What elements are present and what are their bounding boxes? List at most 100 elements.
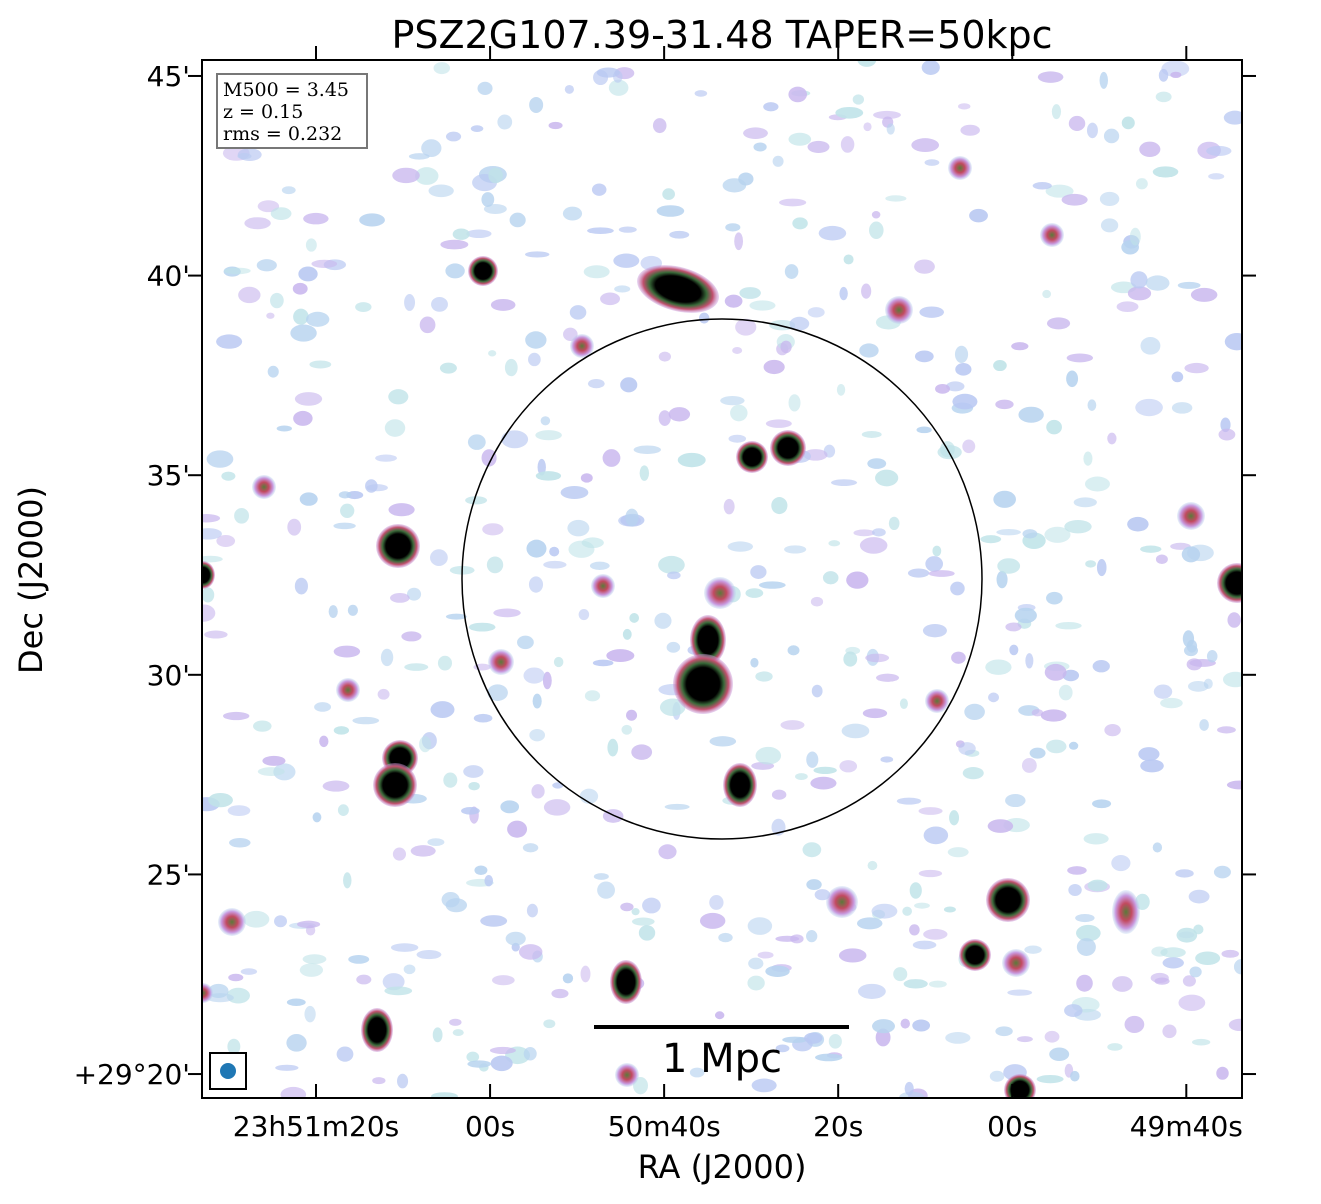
noise-patch <box>309 360 332 369</box>
noise-patch <box>500 800 520 814</box>
noise-patch <box>528 576 544 593</box>
noise-patch <box>592 659 614 667</box>
noise-patch <box>1075 913 1095 923</box>
source <box>202 983 213 1003</box>
noise-patch <box>909 924 920 936</box>
noise-patch <box>720 395 745 406</box>
noise-patch <box>493 608 521 618</box>
noise-patch <box>782 1036 808 1044</box>
noise-patch <box>835 106 864 119</box>
noise-patch <box>896 797 922 805</box>
noise-patch <box>312 812 322 823</box>
noise-patch <box>689 1067 705 1078</box>
noise-patch <box>1182 630 1195 648</box>
noise-patch <box>1145 275 1170 291</box>
noise-patch <box>792 217 808 230</box>
noise-patch <box>437 655 453 671</box>
noise-patch <box>227 805 251 817</box>
noise-patch <box>871 903 898 919</box>
y-tick-label: 25' <box>147 858 190 891</box>
noise-patch <box>1150 972 1169 983</box>
noise-patch <box>904 1081 914 1096</box>
noise-patch <box>962 439 976 454</box>
noise-patch <box>474 865 488 875</box>
noise-patch <box>780 720 805 730</box>
noise-patch <box>1046 739 1067 754</box>
noise-patch <box>382 973 405 991</box>
noise-patch <box>445 131 462 142</box>
noise-patch <box>1076 924 1101 942</box>
noise-patch <box>243 910 270 928</box>
noise-patch <box>390 943 419 952</box>
noise-patch <box>945 1032 971 1044</box>
y-tick-label: 40' <box>147 260 190 293</box>
noise-patch <box>772 155 784 167</box>
noise-patch <box>401 631 422 642</box>
noise-patch <box>1087 879 1108 892</box>
noise-patch <box>359 213 385 227</box>
noise-patch <box>347 604 358 616</box>
noise-patch <box>728 434 747 443</box>
noise-patch <box>1160 697 1183 709</box>
noise-patch <box>562 973 574 984</box>
noise-patch <box>365 479 378 493</box>
noise-patch <box>276 425 292 432</box>
source <box>610 960 642 1004</box>
noise-patch <box>1087 399 1097 411</box>
noise-patch <box>951 651 966 664</box>
noise-patch <box>1127 516 1149 532</box>
noise-patch <box>216 334 243 349</box>
noise-patch <box>216 535 236 547</box>
sources <box>202 156 1242 1098</box>
noise-patch <box>714 1011 725 1020</box>
noise-patch <box>919 306 945 318</box>
noise-patch <box>348 955 370 964</box>
noise-patch <box>664 803 690 810</box>
noise-patch <box>813 766 837 774</box>
noise-patch <box>958 103 971 110</box>
noise-patch <box>461 807 480 815</box>
noise-patch <box>659 698 686 717</box>
noise-patch <box>771 497 788 515</box>
noise-patch <box>430 549 448 566</box>
noise-patch <box>739 287 761 299</box>
x-axis-label: RA (J2000) <box>638 1148 807 1186</box>
noise-patch <box>996 570 1008 589</box>
noise-patch <box>1070 1070 1080 1082</box>
noise-patch <box>431 1092 458 1098</box>
noise-patch <box>1103 128 1120 144</box>
noise-patch <box>234 507 250 524</box>
noise-patch <box>1066 353 1094 363</box>
noise-patch <box>487 684 508 701</box>
noise-patch <box>299 963 324 977</box>
noise-patch <box>562 206 583 221</box>
noise-patch <box>658 555 685 574</box>
noise-patch <box>607 738 619 757</box>
noise-patch <box>1182 975 1196 987</box>
noise-patch <box>911 138 940 153</box>
noise-patch <box>871 211 881 219</box>
noise-patch <box>795 773 808 781</box>
noise-patch <box>830 479 858 486</box>
noise-patch <box>747 917 773 935</box>
noise-patch <box>642 897 661 914</box>
noise-patch <box>489 1046 516 1054</box>
noise-patch <box>202 555 223 563</box>
noise-patch <box>804 1032 823 1044</box>
noise-patch <box>227 1038 241 1055</box>
noise-patch <box>1224 333 1242 351</box>
noise-patch <box>1170 71 1182 79</box>
noise-patch <box>1221 949 1239 958</box>
noise-patch <box>404 663 429 671</box>
noise-patch <box>439 362 457 374</box>
noise-patch <box>441 891 460 908</box>
noise-patch <box>470 125 484 133</box>
noise-patch <box>1203 678 1213 690</box>
y-axis-label: Dec (J2000) <box>12 486 50 674</box>
noise-patch <box>375 454 397 462</box>
y-tick-label: 35' <box>147 459 190 492</box>
noise-patch <box>668 407 691 422</box>
noise-patch <box>763 102 779 112</box>
noise-patch <box>509 212 526 228</box>
noise-patch <box>352 716 380 725</box>
